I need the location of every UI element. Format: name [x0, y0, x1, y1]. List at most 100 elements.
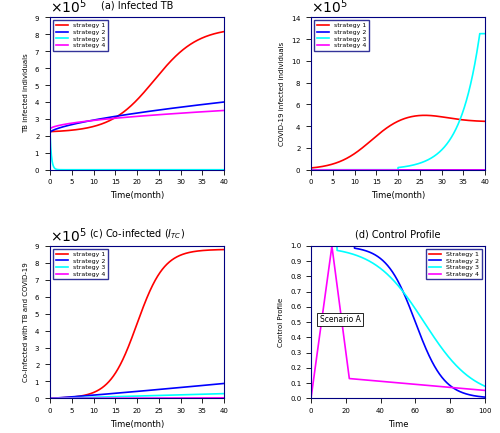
Legend: Strategy 1, Strategy 2, Strategy 3, Strategy 4: Strategy 1, Strategy 2, Strategy 3, Stra… [426, 249, 482, 279]
strategy 1 [221, 29, 227, 34]
Legend: strategy 1, strategy 2, strategy 3, strategy 4: strategy 1, strategy 2, strategy 3, stra… [53, 249, 108, 279]
strategy 3 [477, 31, 483, 36]
strategy 4 [118, 396, 124, 401]
strategy 2 [326, 167, 332, 172]
strategy 4 [182, 395, 188, 401]
strategy 1 [118, 112, 124, 117]
Strategy 4 [378, 379, 384, 384]
strategy 1 [378, 129, 384, 135]
strategy 3 [47, 396, 53, 401]
Strategy 3 [428, 329, 434, 334]
Strategy 2 [447, 383, 453, 388]
strategy 4 [166, 395, 172, 401]
strategy 2 [444, 167, 450, 172]
Strategy 4 [329, 243, 335, 249]
strategy 4 [384, 167, 390, 172]
strategy 3 [428, 156, 434, 161]
strategy 1 [186, 43, 192, 48]
strategy 1 [47, 129, 53, 134]
Strategy 3 [326, 243, 332, 249]
strategy 2 [124, 390, 130, 395]
strategy 1 [447, 116, 453, 121]
Legend: strategy 1, strategy 2, strategy 3, strategy 4: strategy 1, strategy 2, strategy 3, stra… [314, 20, 369, 51]
strategy 1 [47, 395, 53, 401]
strategy 3 [47, 130, 53, 135]
strategy 1 [444, 115, 450, 120]
strategy 1 [118, 362, 124, 367]
strategy 2 [47, 130, 53, 135]
strategy 2 [124, 112, 130, 117]
strategy 2 [118, 390, 124, 395]
strategy 1 [124, 107, 130, 112]
Strategy 4 [385, 379, 391, 385]
Strategy 2 [444, 380, 450, 385]
strategy 1 [124, 349, 130, 354]
strategy 3 [384, 167, 390, 172]
Strategy 1 [447, 243, 453, 249]
strategy 2 [65, 123, 71, 128]
Line: strategy 2: strategy 2 [50, 384, 224, 398]
strategy 3 [326, 167, 332, 172]
Strategy 4 [444, 385, 450, 390]
Line: Strategy 3: Strategy 3 [311, 246, 485, 386]
Strategy 1 [378, 243, 384, 249]
strategy 2 [182, 385, 188, 390]
strategy 1 [186, 250, 192, 255]
Line: strategy 3: strategy 3 [50, 394, 224, 398]
strategy 1 [182, 45, 188, 50]
strategy 3 [482, 31, 488, 36]
strategy 4 [186, 110, 192, 115]
X-axis label: Time(month): Time(month) [110, 420, 164, 429]
strategy 4 [186, 395, 192, 401]
Line: strategy 3: strategy 3 [50, 132, 224, 170]
Line: strategy 1: strategy 1 [50, 32, 224, 132]
strategy 3 [182, 392, 188, 397]
strategy 2 [47, 396, 53, 401]
Strategy 4 [326, 266, 332, 271]
strategy 4 [378, 167, 384, 172]
strategy 2 [118, 113, 124, 118]
strategy 3 [378, 167, 384, 172]
strategy 3 [65, 167, 71, 172]
strategy 4 [182, 110, 188, 116]
Strategy 2 [326, 243, 332, 249]
strategy 1 [166, 259, 172, 265]
strategy 2 [65, 394, 71, 400]
strategy 4 [221, 108, 227, 113]
strategy 1 [166, 60, 172, 65]
strategy 1 [384, 125, 390, 130]
strategy 1 [182, 251, 188, 256]
Strategy 2 [384, 263, 390, 268]
Line: Strategy 4: Strategy 4 [311, 246, 485, 398]
strategy 4 [47, 126, 53, 132]
Title: (c) Co-infected $(I_{TC})$: (c) Co-infected $(I_{TC})$ [89, 228, 185, 242]
Strategy 1 [428, 243, 434, 249]
Strategy 1 [326, 243, 332, 249]
strategy 4 [47, 396, 53, 401]
strategy 3 [166, 167, 172, 172]
strategy 3 [186, 167, 192, 172]
strategy 2 [186, 384, 192, 389]
strategy 4 [65, 121, 71, 126]
strategy 3 [118, 167, 124, 172]
strategy 3 [166, 393, 172, 398]
strategy 2 [447, 167, 453, 172]
Strategy 3 [384, 272, 390, 277]
Strategy 3 [308, 243, 314, 249]
strategy 3 [444, 142, 450, 147]
X-axis label: Time: Time [388, 420, 408, 429]
strategy 1 [65, 395, 71, 400]
strategy 2 [186, 103, 192, 109]
strategy 1 [482, 119, 488, 124]
Strategy 1 [384, 243, 390, 249]
Strategy 2 [482, 394, 488, 400]
Strategy 3 [378, 266, 384, 271]
Y-axis label: COVID-19 infected individuals: COVID-19 infected individuals [280, 42, 285, 145]
strategy 4 [444, 167, 450, 172]
strategy 2 [221, 100, 227, 105]
X-axis label: Time(month): Time(month) [110, 191, 164, 200]
Y-axis label: Co-Infected with TB and COVID-19: Co-Infected with TB and COVID-19 [22, 262, 28, 382]
strategy 2 [166, 386, 172, 391]
Y-axis label: Control Profile: Control Profile [278, 297, 284, 347]
Strategy 1 [482, 243, 488, 249]
